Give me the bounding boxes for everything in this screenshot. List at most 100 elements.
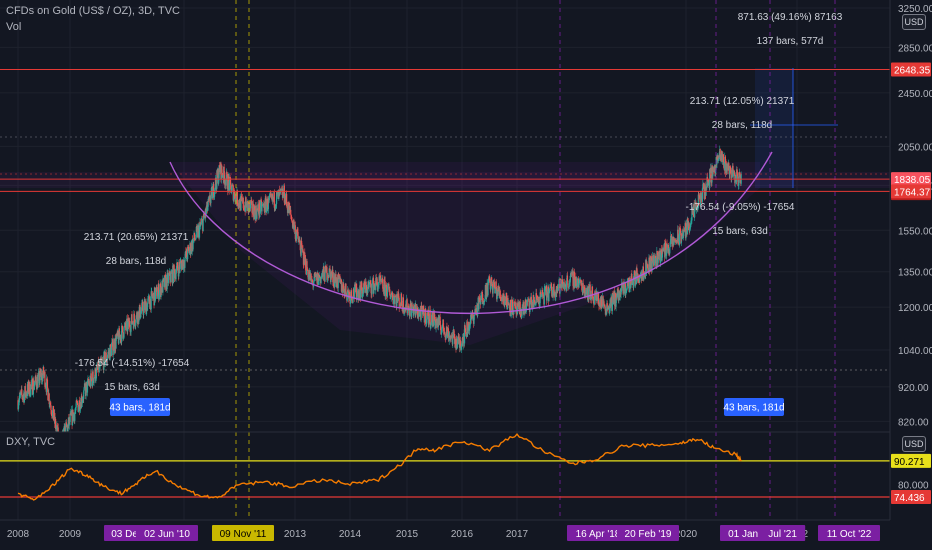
candle-body [471,311,473,320]
date-marker-label-bg[interactable] [617,525,679,541]
candle-body [192,240,194,250]
candle-body [373,285,375,294]
date-marker-label-bg[interactable] [136,525,198,541]
candle-body [566,275,569,281]
candle-body [52,410,54,417]
candle-body [159,289,161,295]
date-marker-label-bg[interactable] [567,525,629,541]
candle-body [553,284,555,296]
candle-body [157,290,159,297]
candle-body [329,269,331,273]
candle-body [707,181,709,186]
candle-body [493,282,495,288]
candle-body [33,380,35,390]
price-label-upper: 2648.35 [894,65,931,76]
candle-body [168,275,170,276]
candle-body [257,204,259,212]
candle-body [46,379,49,388]
candle-body [173,265,175,271]
candle-body [107,354,109,358]
candle-body [733,170,735,175]
date-marker-label[interactable]: 11 Oct '22 [827,529,872,540]
bar-count-label-bg[interactable] [724,398,784,416]
candle-body [20,391,22,395]
candle-body [521,307,523,316]
candle-body [148,296,150,305]
candle-body [720,154,722,161]
candle-body [49,402,52,406]
measure-annotation-bars[interactable]: 15 bars, 63d [712,226,768,237]
measure-annotation-value[interactable]: 213.71 (20.65%) 21371 [84,232,189,243]
candle-body [76,402,78,404]
cup-pattern-curve[interactable] [169,151,773,315]
candle-body [326,279,328,281]
dxy-pane-title[interactable]: DXY, TVC [6,436,56,448]
candle-body [578,283,580,288]
dxy-series-line[interactable] [17,432,742,501]
candle-body [43,366,45,376]
candle-body [365,285,367,294]
candle-body [552,286,554,297]
measure-annotation-bars[interactable]: 15 bars, 63d [104,382,160,393]
candle-body [183,260,185,267]
candle-body [200,221,202,225]
candle-body [395,296,397,298]
candle-body [98,363,100,373]
candle-body [31,379,33,386]
date-marker-label[interactable]: 03 Dec '08 [111,529,159,540]
measure-annotation-bars[interactable]: 137 bars, 577d [757,36,824,47]
candle-body [694,202,696,209]
candle-body [28,382,30,394]
currency-button-sub[interactable]: USD [902,436,926,452]
price-label-lower: 1764.37 [894,187,931,198]
candle-body [48,393,50,405]
date-marker-label[interactable]: 01 Jan '21 [728,529,774,540]
candle-body [721,160,724,162]
candle-body [474,309,476,316]
date-marker-label[interactable]: 20 Feb '19 [625,529,672,540]
date-marker-label[interactable]: 02 Jun '10 [144,529,190,540]
candle-body [534,301,536,305]
volume-indicator-label[interactable]: Vol [6,21,22,33]
candle-body [290,214,292,218]
measure-annotation-value[interactable]: 871.63 (49.16%) 87163 [738,12,843,23]
bar-count-label[interactable]: 43 bars, 181d [723,403,784,414]
bar-count-label-bg[interactable] [110,398,170,416]
candle-body [431,312,434,327]
measure-annotation-value[interactable]: 213.71 (12.05%) 21371 [690,96,795,107]
candle-body [256,208,259,210]
measure-annotation-value[interactable]: -176.54 (-9.05%) -17654 [686,202,795,213]
date-marker-label[interactable]: Jul '21 [768,529,797,540]
candle-body [251,200,253,213]
candle-body [603,304,606,307]
candle-body [99,360,101,367]
measure-annotation-bars[interactable]: 28 bars, 118d [712,120,772,131]
candle-body [356,290,359,297]
candle-body [141,302,143,311]
candle-body [602,296,604,306]
candle-body [115,339,117,349]
candle-body [736,173,739,177]
candle-body [442,319,444,327]
main-chart-title[interactable]: CFDs on Gold (US$ / OZ), 3D, TVC [6,5,181,17]
candle-body [389,289,391,296]
date-marker-label-bg[interactable] [212,525,274,541]
candle-body [180,261,182,264]
candle-body [549,287,551,291]
candle-body [570,273,572,276]
bar-count-label[interactable]: 43 bars, 181d [109,403,170,414]
measure-annotation-value[interactable]: -176.54 (-14.51%) -17654 [75,358,190,369]
candle-body [479,298,481,303]
candle-body [201,219,203,222]
candle-body [661,249,663,258]
candle-body [642,266,645,280]
measure-annotation-bars[interactable]: 28 bars, 118d [106,256,166,267]
date-marker-label-bg[interactable] [760,525,806,541]
candle-body [74,412,76,421]
currency-button-main[interactable]: USD [902,14,926,30]
date-marker-label[interactable]: 09 Nov '11 [220,529,267,540]
date-marker-label-bg[interactable] [818,525,880,541]
candle-body [738,176,740,186]
date-marker-label[interactable]: 16 Apr '18 [576,529,621,540]
